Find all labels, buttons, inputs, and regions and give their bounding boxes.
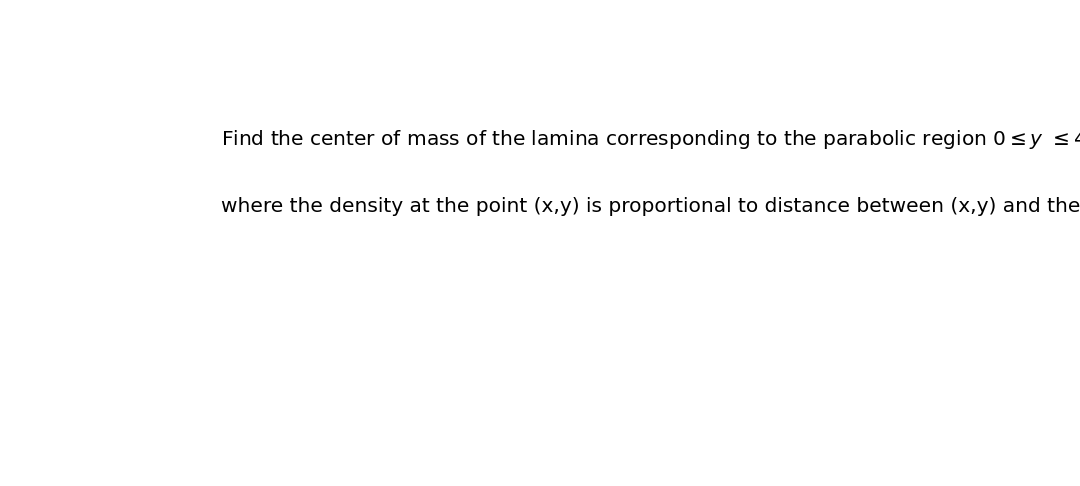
Text: Find the center of mass of the lamina corresponding to the parabolic region $0 \: Find the center of mass of the lamina co… bbox=[221, 126, 1080, 152]
Text: where the density at the point (x,y) is proportional to distance between (x,y) a: where the density at the point (x,y) is … bbox=[221, 197, 1080, 216]
